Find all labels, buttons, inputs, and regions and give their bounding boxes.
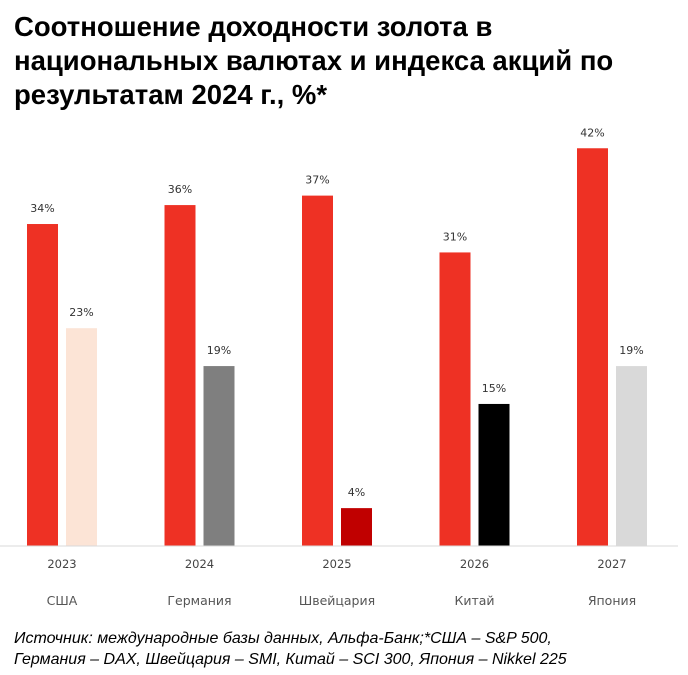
bar-chart: 34% 23% 2023 США 36% 19% 2024 Германия 37% 4% 2025… bbox=[0, 126, 678, 608]
bar-gold-2024 bbox=[164, 205, 196, 546]
footnote-line-1: Источник: международные базы данных, Аль… bbox=[14, 630, 552, 647]
footnote-line-2: Германия – DAX, Швейцария – SMI, Китай –… bbox=[14, 651, 567, 668]
bar-gold-2027 bbox=[577, 148, 608, 546]
data-label-stock-2023: 23% bbox=[69, 306, 93, 319]
bar-gold-2025 bbox=[302, 195, 333, 547]
bar-stock-2023 bbox=[66, 328, 97, 546]
country-label-2024: Германия bbox=[167, 593, 231, 608]
x-tick-label-2024: 2024 bbox=[185, 557, 214, 571]
data-label-stock-2024: 19% bbox=[207, 344, 231, 357]
data-label-stock-2025: 4% bbox=[348, 486, 365, 499]
bar-stock-2024 bbox=[203, 366, 235, 546]
country-label-2023: США bbox=[47, 593, 78, 608]
data-label-stock-2026: 15% bbox=[482, 382, 506, 395]
country-label-2026: Китай bbox=[454, 593, 494, 608]
data-label-stock-2027: 19% bbox=[619, 344, 643, 357]
data-label-gold-2025: 37% bbox=[305, 174, 329, 187]
x-tick-label-2026: 2026 bbox=[460, 557, 489, 571]
bar-stock-2026 bbox=[478, 403, 510, 546]
country-label-2025: Швейцария bbox=[299, 593, 375, 608]
data-label-gold-2024: 36% bbox=[168, 183, 192, 196]
source-footnote: Источник: международные базы данных, Аль… bbox=[14, 628, 684, 670]
bar-stock-2025 bbox=[341, 508, 372, 546]
bar-gold-2026 bbox=[439, 252, 471, 546]
data-label-gold-2027: 42% bbox=[580, 126, 604, 139]
x-tick-label-2027: 2027 bbox=[597, 557, 626, 571]
country-label-2027: Япония bbox=[588, 593, 636, 608]
x-tick-label-2023: 2023 bbox=[47, 557, 76, 571]
bar-gold-2023 bbox=[27, 224, 58, 546]
chart-title: Соотношение доходности золота в национал… bbox=[14, 11, 614, 110]
data-label-gold-2026: 31% bbox=[443, 230, 467, 243]
x-tick-label-2025: 2025 bbox=[322, 557, 351, 571]
data-label-gold-2023: 34% bbox=[30, 202, 54, 215]
bar-stock-2027 bbox=[616, 366, 647, 546]
